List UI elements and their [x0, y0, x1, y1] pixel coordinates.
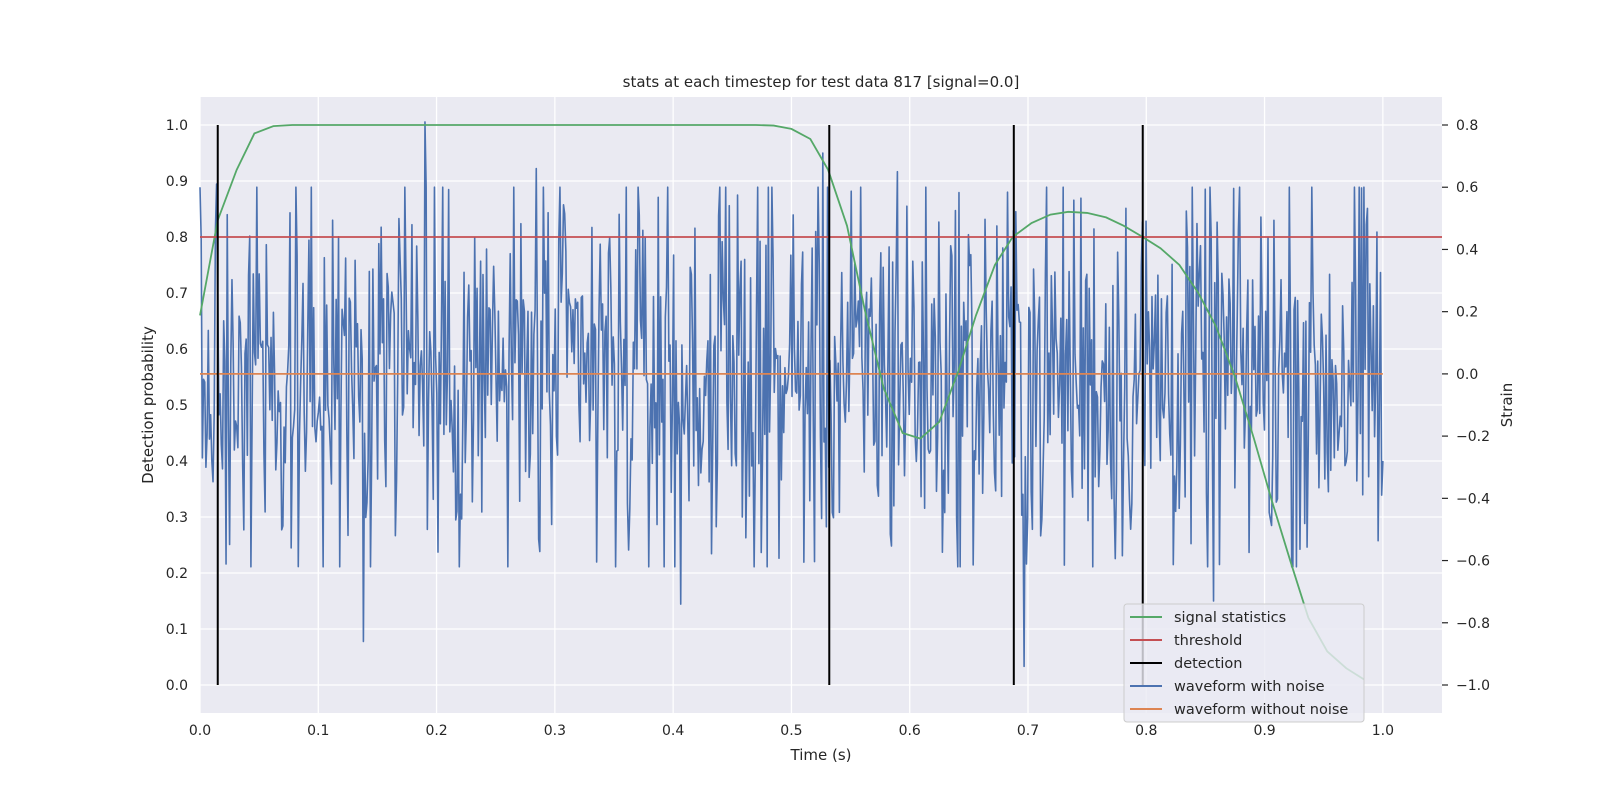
- x-axis-label: Time (s): [790, 746, 852, 764]
- axes: 0.0 0.1 0.2 0.3 0.4 0.5 0.6 0.7 0.8 0.9 1.0 0.0 0.1 0…: [166, 118, 1490, 739]
- y-tick-label: 0.9: [166, 174, 188, 190]
- y-tick-label: 0.8: [166, 230, 188, 246]
- x-tick-label: 0.2: [425, 723, 447, 739]
- y-tick-label: 0.3: [166, 510, 188, 526]
- y-tick-label: 0.0: [166, 678, 188, 694]
- y2-tick-label: −1.0: [1456, 678, 1490, 694]
- x-tick-label: 0.1: [307, 723, 329, 739]
- legend-item-waveform-with-noise: waveform with noise: [1130, 679, 1325, 695]
- y2-tick-label: 0.0: [1456, 367, 1478, 383]
- series-waveform-with-noise: [199, 121, 1384, 668]
- y2-tick-label: 0.2: [1456, 305, 1478, 321]
- y-tick-label: 0.5: [166, 398, 188, 414]
- y-tick-label: 0.4: [166, 454, 188, 470]
- x-tick-label: 1.0: [1372, 723, 1394, 739]
- x-tick-label: 0.8: [1135, 723, 1157, 739]
- x-tick-label: 0.4: [662, 723, 684, 739]
- legend-item-detection: detection: [1130, 656, 1242, 672]
- y-tick-label: 1.0: [166, 118, 188, 134]
- legend-item-signal-statistics: signal statistics: [1130, 610, 1286, 626]
- legend-label-waveform-without-noise: waveform without noise: [1174, 702, 1348, 718]
- legend-label-threshold: threshold: [1174, 633, 1242, 649]
- y-tick-label: 0.6: [166, 342, 188, 358]
- x-tick-label: 0.3: [544, 723, 566, 739]
- x-tick-label: 0.7: [1017, 723, 1039, 739]
- y2-tick-label: −0.8: [1456, 616, 1490, 632]
- legend-label-detection: detection: [1174, 656, 1242, 672]
- y2-tick-label: −0.2: [1456, 429, 1490, 445]
- y2-tick-label: −0.4: [1456, 491, 1490, 507]
- x-tick-label: 0.5: [780, 723, 802, 739]
- x-tick-label: 0.6: [899, 723, 921, 739]
- y-axis-label: Detection probability: [139, 326, 157, 484]
- legend-item-threshold: threshold: [1130, 633, 1242, 649]
- series-layer: [199, 121, 1442, 685]
- y2-tick-label: −0.6: [1456, 554, 1490, 570]
- chart-title: stats at each timestep for test data 817…: [623, 73, 1020, 91]
- y2-axis-label: Strain: [1498, 383, 1516, 427]
- legend: signal statistics threshold detection wa…: [1123, 603, 1365, 723]
- y2-tick-label: 0.6: [1456, 180, 1478, 196]
- x-tick-label: 0.9: [1253, 723, 1275, 739]
- y2-tick-label: 0.4: [1456, 242, 1478, 258]
- y-tick-label: 0.2: [166, 566, 188, 582]
- legend-label-waveform-with-noise: waveform with noise: [1174, 679, 1325, 695]
- y-tick-label: 0.1: [166, 622, 188, 638]
- y-tick-label: 0.7: [166, 286, 188, 302]
- legend-item-waveform-without-noise: waveform without noise: [1130, 702, 1348, 718]
- y2-tick-label: 0.8: [1456, 118, 1478, 134]
- legend-label-signal-statistics: signal statistics: [1174, 610, 1286, 626]
- x-tick-label: 0.0: [189, 723, 211, 739]
- legend-box: [1123, 603, 1365, 723]
- series-signal-statistics: [199, 124, 1365, 681]
